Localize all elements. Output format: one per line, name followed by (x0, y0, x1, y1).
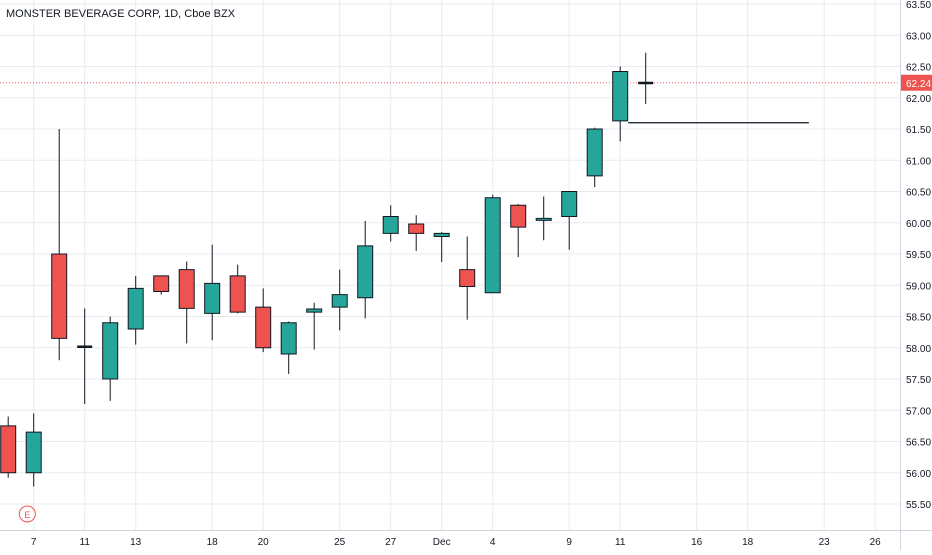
x-tick-label: 7 (31, 537, 37, 548)
y-tick-label: 58.00 (906, 344, 931, 355)
candle-body (586, 128, 603, 177)
candle[interactable] (77, 308, 93, 404)
candle[interactable] (612, 66, 629, 142)
y-tick-label: 60.00 (906, 219, 931, 230)
candle[interactable] (153, 275, 170, 295)
x-tick-label: 23 (819, 537, 831, 548)
candle-body (459, 269, 476, 287)
x-tick-label: 11 (80, 537, 91, 548)
candle-body (357, 245, 374, 299)
y-tick-label: 59.50 (906, 250, 931, 261)
x-tick-label: 26 (870, 537, 882, 548)
candle-body (561, 191, 578, 217)
candle[interactable] (586, 127, 603, 188)
earnings-marker-label: E (24, 510, 30, 520)
candle[interactable] (484, 194, 501, 294)
y-tick-label: 59.00 (906, 281, 931, 292)
candle-body (153, 275, 170, 292)
candle-body (102, 322, 119, 380)
y-tick-label: 57.00 (906, 406, 931, 417)
candle-body (484, 197, 501, 294)
candle[interactable] (510, 204, 527, 258)
candle[interactable] (638, 52, 654, 104)
x-tick-label: 11 (615, 537, 626, 548)
x-tick-label: 4 (490, 537, 496, 548)
y-tick-label: 61.50 (906, 125, 931, 136)
candle-body (178, 269, 195, 309)
candle-body (280, 322, 297, 355)
candle[interactable] (408, 215, 425, 251)
candle[interactable] (561, 191, 578, 250)
y-tick-label: 60.50 (906, 188, 931, 199)
candle[interactable] (127, 275, 144, 345)
y-tick-label: 62.00 (906, 94, 931, 105)
grid-layer (0, 0, 900, 530)
y-tick-label: 56.50 (906, 438, 931, 449)
candle-body (229, 275, 246, 313)
candle[interactable] (331, 269, 348, 331)
candle[interactable] (102, 316, 119, 401)
candle[interactable] (255, 288, 272, 353)
y-tick-label: 63.50 (906, 0, 931, 11)
candle-body (127, 287, 144, 330)
candle[interactable] (357, 220, 374, 319)
candle[interactable] (280, 321, 297, 375)
candle[interactable] (204, 244, 221, 341)
x-tick-label: 18 (207, 537, 219, 548)
x-tick-label: 25 (334, 537, 346, 548)
candle-body (77, 345, 93, 348)
candle[interactable] (382, 205, 399, 242)
last-price-label: 62.24 (906, 79, 931, 90)
candle[interactable] (51, 129, 68, 361)
candle-body (0, 425, 17, 474)
candle[interactable] (306, 302, 323, 350)
candle[interactable] (229, 264, 246, 314)
x-tick-label: 13 (130, 537, 142, 548)
x-tick-label: 27 (385, 537, 397, 548)
x-tick-label: Dec (433, 537, 451, 548)
y-tick-label: 55.50 (906, 500, 931, 511)
candle-body (433, 232, 450, 237)
y-tick-label: 57.50 (906, 375, 931, 386)
candle-body (331, 294, 348, 308)
y-tick-label: 56.00 (906, 469, 931, 480)
chart-title: MONSTER BEVERAGE CORP, 1D, Cboe BZX (6, 8, 236, 20)
candle-body (382, 216, 399, 234)
candle-body (51, 253, 68, 339)
x-tick-label: 9 (566, 537, 572, 548)
candle[interactable] (0, 416, 17, 478)
candle[interactable] (433, 232, 450, 263)
x-tick-label: 18 (742, 537, 754, 548)
last-price-badge (901, 74, 932, 91)
x-tick-label: 20 (258, 537, 270, 548)
candle[interactable] (25, 413, 42, 487)
candle-body (408, 223, 425, 234)
candle-body (255, 306, 272, 349)
candle-body (306, 308, 323, 313)
x-tick-label: 16 (691, 537, 703, 548)
candle[interactable] (178, 261, 195, 344)
y-tick-label: 62.50 (906, 63, 931, 74)
y-tick-label: 58.50 (906, 313, 931, 324)
candle-body (612, 71, 629, 122)
candle-body (510, 204, 527, 228)
candle-layer[interactable] (0, 52, 654, 487)
candle-body (204, 282, 221, 314)
y-tick-label: 61.00 (906, 156, 931, 167)
candle[interactable] (535, 196, 552, 241)
candle-body (25, 431, 42, 474)
candle-body (535, 217, 552, 221)
y-tick-label: 63.00 (906, 31, 931, 42)
candle-body (638, 81, 654, 85)
candle[interactable] (459, 236, 476, 320)
earnings-marker[interactable] (18, 505, 36, 523)
